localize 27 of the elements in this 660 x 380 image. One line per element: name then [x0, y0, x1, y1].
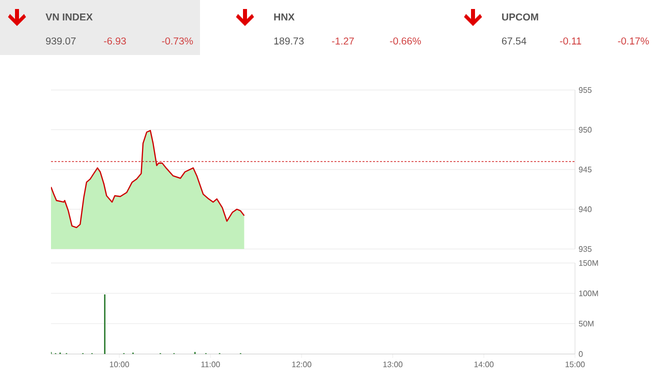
text: -0.73%: [162, 37, 193, 45]
x-tick-label: 13:00: [383, 362, 402, 368]
y-tick-label: 100M: [579, 290, 598, 296]
text: 189.73: [274, 37, 304, 45]
text: 67.54: [502, 37, 526, 45]
x-tick-label: 12:00: [292, 362, 312, 368]
text: -0.11: [560, 37, 582, 45]
y-tick-label: 50M: [578, 320, 594, 326]
text: VN INDEX: [46, 14, 93, 20]
x-tick-label: 10:00: [110, 362, 130, 368]
text: 939.07: [46, 37, 76, 45]
text: -0.17%: [618, 37, 649, 45]
y-tick-label: 955: [578, 87, 592, 93]
text: UPCOM: [502, 13, 538, 21]
y-tick-label: 950: [578, 126, 592, 133]
y-tick-label: 0: [578, 351, 583, 357]
x-tick-label: 11:00: [201, 362, 220, 368]
text: HNX: [274, 14, 295, 20]
text: -1.27: [332, 38, 354, 44]
x-tick-label: 14:00: [474, 362, 494, 368]
y-tick-label: 940: [578, 206, 592, 212]
x-tick-label: 15:00: [566, 362, 585, 368]
y-tick-label: 150M: [579, 260, 598, 266]
y-tick-label: 945: [578, 166, 592, 172]
text: -6.93: [104, 37, 126, 45]
y-tick-label: 935: [578, 246, 592, 252]
text: -0.66%: [390, 37, 421, 45]
